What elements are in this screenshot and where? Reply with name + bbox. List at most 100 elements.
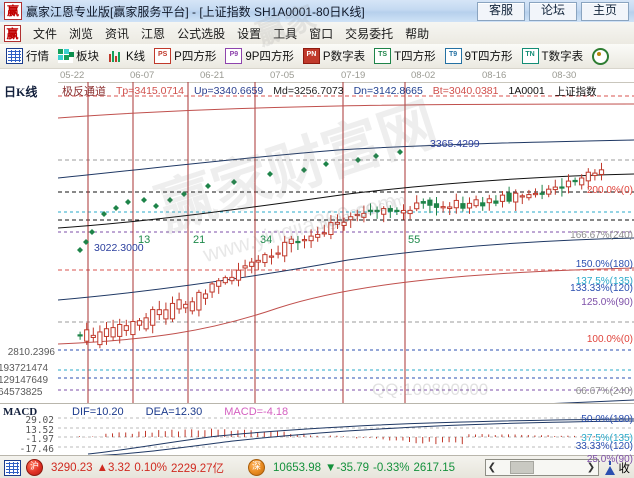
toolbar-9p-square-label: 9P四方形 [245,51,294,63]
date-tick-6: 08-16 [482,70,507,81]
toolbar: 行情 板块 K线 PS P四方形 P9 9P四方形 PN P数字表 TS T四方… [0,44,634,69]
menu-settings[interactable]: 设置 [237,26,262,41]
indicator-md: Md=3256.7073 [273,85,344,97]
sh-index-pct: 0.10% [134,461,167,474]
status-quote-shanghai[interactable]: 沪 3290.23 ▲3.32 0.10% 2229.27亿 [26,459,224,476]
kline-icon [108,49,123,63]
toolbar-t-number-table[interactable]: TN T数字表 [521,48,584,64]
status-bar: 沪 3290.23 ▲3.32 0.10% 2229.27亿 深 10653.9… [0,455,634,478]
toolbar-kline-label: K线 [126,51,146,63]
toolbar-9p-square[interactable]: P9 9P四方形 [225,48,294,64]
toolbar-t-square-label: T四方形 [394,51,436,63]
macd-scale-3: -17.46 [19,443,54,455]
indicator-up: Up=3340.6659 [194,85,264,97]
sz-index-change: ▼-35.79 [325,461,369,474]
date-axis: 05-22 06-07 06-21 07-05 07-19 08-02 08-1… [58,69,634,83]
toolbar-t-square[interactable]: TS T四方形 [374,48,436,64]
indicator-tp: Tp=3415.0714 [116,85,185,97]
signal-tower-icon [604,460,616,475]
volume-axis-2: 64573825 [0,387,43,398]
sz-index-value: 10653.98 [273,461,321,474]
toolbar-kline[interactable]: K线 [108,48,145,64]
toolbar-target[interactable] [592,47,610,65]
macd-scale-1: 13.52 [25,424,54,436]
volume-axis-labels: 193721474 129147649 64573825 [0,363,57,399]
toolbar-quotes-label: 行情 [26,51,49,63]
status-quote-shenzhen[interactable]: 深 10653.98 ▼-35.79 -0.33% 2617.15 [248,459,455,476]
grid-icon[interactable] [4,459,21,476]
title-bar: 赢 赢家江恩专业版[赢家服务平台] - [上证指数 SH1A0001-80日K线… [0,0,634,23]
macd-value: MACD=-4.18 [224,406,289,418]
macd-chart-svg [58,417,634,456]
ts-tag-icon: TS [374,48,392,64]
high-price-tag: 3365.4299 [430,138,480,150]
blocks-icon [58,49,74,63]
toolbar-p-number-table-label: P数字表 [322,51,366,63]
forum-button[interactable]: 论坛 [529,1,577,21]
menu-window[interactable]: 窗口 [309,26,334,41]
volume-axis-0: 193721474 [0,363,49,374]
pct-label-16667: 166.67%(240) [570,230,633,241]
grid-icon [6,48,23,64]
menu-news[interactable]: 资讯 [105,26,130,41]
scroll-thumb[interactable] [509,461,534,474]
shanghai-seal-icon: 沪 [26,459,43,476]
macd-panel[interactable]: MACD DIF=10.20 DEA=12.30 MACD=-4.18 29.0… [0,403,634,456]
panel-kline-label: 日K线 [4,85,38,99]
pct-label-50: 50.0%(180) [581,414,633,425]
macd-dea: DEA=12.30 [145,406,203,418]
ps-tag-icon: PS [154,48,172,64]
scroll-right-arrow[interactable]: ❯ [586,462,596,473]
date-tick-7: 08-30 [552,70,577,81]
menu-gann[interactable]: 江恩 [141,26,166,41]
toolbar-9t-square-label: 9T四方形 [464,51,513,63]
menu-formula-screen[interactable]: 公式选股 [177,26,226,41]
status-scrollbar[interactable]: ❮ ❯ [484,459,599,476]
tn-tag-icon: TN [521,48,539,64]
symbol-name: 上证指数 [554,85,597,98]
price-chart-svg: .dsh-red{stroke:#d9534f;stroke-dasharray… [58,82,634,424]
shenzhen-seal-icon: 深 [248,459,266,476]
pct-label-200: 200.0%(0) [586,185,633,196]
date-tick-4: 07-19 [341,70,366,81]
sh-index-amount: 2229.27亿 [170,462,225,475]
menu-help[interactable]: 帮助 [405,26,430,41]
homepage-button[interactable]: 主页 [581,1,629,21]
fib-marker-34: 34 [260,234,273,246]
indicator-bt: Bt=3040.0381 [432,85,499,97]
pn-tag-icon: PN [302,48,320,64]
pct-label-100: 100.0%(0) [586,334,633,345]
chart-panel[interactable]: 日K线 05-22 06-07 06-21 07-05 07-19 08-02 … [0,68,634,471]
indicator-info-line: 极反通道 Tp=3415.0714 Up=3340.6659 Md=3256.7… [62,84,597,98]
pct-label-150: 150.0%(180) [575,259,633,270]
fib-marker-21: 21 [193,234,206,246]
scroll-left-arrow[interactable]: ❮ [487,462,497,473]
pct-label-25: 25.0%(90) [586,454,633,465]
menu-trade[interactable]: 交易委托 [345,26,394,41]
title-bar-buttons: 客服 论坛 主页 [477,1,634,21]
menu-file[interactable]: 文件 [33,26,58,41]
toolbar-9t-square[interactable]: T9 9T四方形 [444,48,513,64]
pct-label-6667: 66.67%(240) [575,386,633,397]
toolbar-blocks-label: 板块 [76,51,99,63]
toolbar-quotes[interactable]: 行情 [6,48,49,64]
customer-service-button[interactable]: 客服 [477,1,525,21]
macd-values: DIF=10.20 DEA=12.30 MACD=-4.18 [72,406,288,418]
date-tick-2: 06-21 [200,70,225,81]
status-right-group[interactable]: 收 [604,460,634,476]
toolbar-p-square[interactable]: PS P四方形 [154,48,216,64]
date-tick-0: 05-22 [60,70,85,81]
macd-dif: DIF=10.20 [72,406,124,418]
symbol-code: 1A0001 [508,85,545,97]
low-price-tag: 3022.3000 [94,242,144,254]
toolbar-blocks[interactable]: 板块 [58,48,99,64]
date-tick-1: 06-07 [130,70,155,81]
toolbar-t-number-table-label: T数字表 [541,51,584,63]
menu-tools[interactable]: 工具 [273,26,298,41]
menu-logo-icon: 赢 [4,24,21,42]
toolbar-p-number-table[interactable]: PN P数字表 [302,48,366,64]
menu-browse[interactable]: 浏览 [69,26,94,41]
t9-tag-icon: T9 [444,48,462,64]
price-plot-area[interactable]: .dsh-red{stroke:#d9534f;stroke-dasharray… [58,82,634,424]
